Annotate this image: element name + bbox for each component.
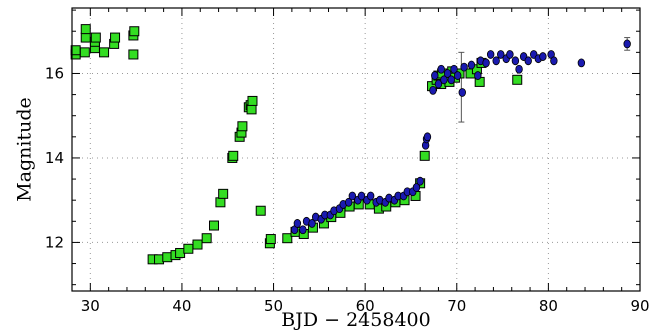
x-tick-label: 80 xyxy=(539,297,558,315)
blue-circle-point xyxy=(577,58,586,68)
green-square-point xyxy=(247,95,258,106)
green-square-point xyxy=(201,233,212,244)
x-tick-label: 40 xyxy=(172,297,191,315)
green-square-point xyxy=(183,243,194,254)
blue-circle-point xyxy=(434,79,443,89)
blue-circle-point xyxy=(515,64,523,74)
x-tick-label: 70 xyxy=(447,297,466,315)
green-square-point xyxy=(99,47,110,58)
blue-circle-point xyxy=(511,56,520,66)
blue-circle-point xyxy=(412,183,421,192)
x-tick-label: 60 xyxy=(356,297,375,315)
axis-ticks xyxy=(71,8,641,291)
green-square-point xyxy=(218,188,229,199)
green-square-point xyxy=(80,32,91,43)
y-tick-label: 12 xyxy=(45,233,64,251)
blue-circle-point xyxy=(474,71,482,80)
x-tick-label: 50 xyxy=(264,297,283,315)
blue-circle-point xyxy=(357,191,366,201)
blue-circle-point xyxy=(416,176,424,186)
blue-circle-point xyxy=(623,39,631,49)
blue-circle-point xyxy=(299,225,307,235)
y-tick-label: 16 xyxy=(45,64,64,82)
blue-circle-point xyxy=(524,56,532,66)
green-square-point xyxy=(228,150,239,161)
green-square-point xyxy=(129,26,140,37)
blue-circle-point xyxy=(440,75,448,85)
green-square-point xyxy=(110,32,121,43)
y-tick-label: 14 xyxy=(45,149,64,167)
green-square-point xyxy=(512,74,523,85)
blue-circle-point xyxy=(467,60,476,70)
blue-circle-point xyxy=(492,56,500,66)
blue-circle-point xyxy=(539,52,547,61)
green-square-point xyxy=(419,150,430,161)
y-tick-labels: 12 14 16 xyxy=(45,64,64,251)
x-tick-label: 90 xyxy=(630,297,649,315)
green-square-point xyxy=(128,49,139,60)
x-tick-labels: 30 40 50 60 70 80 90 xyxy=(81,297,650,315)
blue-circle-point xyxy=(293,219,302,228)
green-square-point xyxy=(265,234,276,245)
x-axis-label: BJD − 2458400 xyxy=(281,309,430,330)
blue-circle-point xyxy=(344,197,353,207)
blue-circle-point xyxy=(450,64,458,74)
grid-lines xyxy=(72,8,640,291)
blue-circle-point xyxy=(486,50,495,59)
blue-circle-point xyxy=(506,50,514,59)
green-square-point xyxy=(79,47,90,58)
blue-circle-point xyxy=(348,191,357,201)
green-square-point xyxy=(215,197,226,208)
blue-circle-point xyxy=(447,75,455,85)
green-square-point xyxy=(282,233,293,244)
green-square-point xyxy=(209,220,219,231)
blue-circle-point xyxy=(366,191,375,201)
blue-circle-point xyxy=(482,58,490,68)
green-square-point xyxy=(246,104,257,115)
blue-circle-point xyxy=(423,132,432,142)
green-square-point xyxy=(80,24,91,35)
plot-frame xyxy=(71,7,641,292)
blue-circle-point xyxy=(453,71,462,80)
blue-circle-point xyxy=(458,88,466,97)
green-square-point xyxy=(192,239,203,250)
blue-circle-point xyxy=(437,64,445,74)
blue-circle-point xyxy=(443,69,452,78)
green-square-point xyxy=(255,205,266,216)
blue-circle-series xyxy=(290,39,631,235)
blue-circle-point xyxy=(431,71,439,80)
green-square-point xyxy=(162,252,173,263)
y-axis-label: Magnitude xyxy=(14,97,36,202)
blue-circle-point xyxy=(550,56,558,66)
blue-circle-point xyxy=(308,219,316,228)
blue-circle-point xyxy=(460,62,468,72)
blue-circle-point xyxy=(497,50,505,59)
x-tick-label: 30 xyxy=(81,297,100,315)
green-square-point xyxy=(237,121,248,132)
green-square-point xyxy=(154,254,165,265)
green-square-point xyxy=(175,247,186,258)
green-square-point xyxy=(90,32,101,43)
blue-circle-point xyxy=(429,85,437,95)
